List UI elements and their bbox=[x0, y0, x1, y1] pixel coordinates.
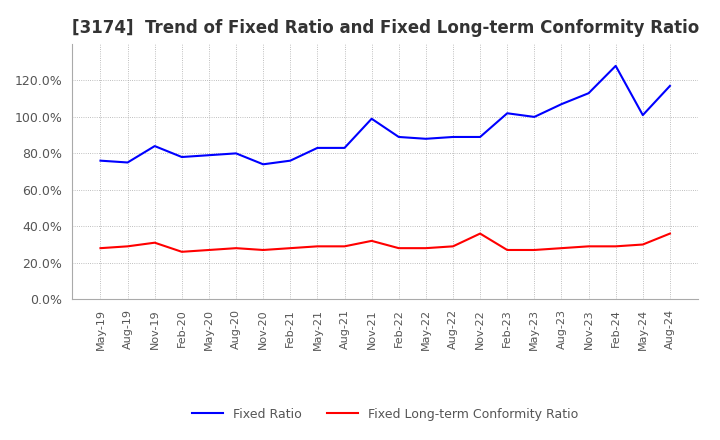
Fixed Ratio bbox=[584, 91, 593, 96]
Fixed Long-term Conformity Ratio bbox=[503, 247, 511, 253]
Fixed Ratio bbox=[341, 145, 349, 150]
Fixed Long-term Conformity Ratio bbox=[421, 246, 430, 251]
Fixed Long-term Conformity Ratio bbox=[232, 246, 240, 251]
Fixed Ratio bbox=[123, 160, 132, 165]
Fixed Ratio bbox=[367, 116, 376, 121]
Fixed Ratio bbox=[503, 110, 511, 116]
Fixed Ratio bbox=[96, 158, 105, 163]
Fixed Ratio bbox=[665, 83, 674, 88]
Legend: Fixed Ratio, Fixed Long-term Conformity Ratio: Fixed Ratio, Fixed Long-term Conformity … bbox=[187, 403, 583, 425]
Fixed Long-term Conformity Ratio bbox=[639, 242, 647, 247]
Fixed Long-term Conformity Ratio bbox=[367, 238, 376, 243]
Fixed Long-term Conformity Ratio bbox=[557, 246, 566, 251]
Fixed Ratio bbox=[639, 113, 647, 118]
Fixed Ratio bbox=[313, 145, 322, 150]
Fixed Long-term Conformity Ratio bbox=[665, 231, 674, 236]
Fixed Long-term Conformity Ratio bbox=[286, 246, 294, 251]
Fixed Ratio bbox=[611, 63, 620, 69]
Fixed Ratio bbox=[178, 154, 186, 160]
Fixed Long-term Conformity Ratio bbox=[259, 247, 268, 253]
Fixed Long-term Conformity Ratio bbox=[476, 231, 485, 236]
Fixed Long-term Conformity Ratio bbox=[204, 247, 213, 253]
Line: Fixed Ratio: Fixed Ratio bbox=[101, 66, 670, 164]
Fixed Ratio bbox=[557, 102, 566, 107]
Title: [3174]  Trend of Fixed Ratio and Fixed Long-term Conformity Ratio: [3174] Trend of Fixed Ratio and Fixed Lo… bbox=[71, 19, 699, 37]
Fixed Ratio bbox=[421, 136, 430, 141]
Fixed Long-term Conformity Ratio bbox=[150, 240, 159, 246]
Fixed Ratio bbox=[449, 134, 457, 139]
Fixed Long-term Conformity Ratio bbox=[96, 246, 105, 251]
Fixed Long-term Conformity Ratio bbox=[530, 247, 539, 253]
Fixed Ratio bbox=[259, 161, 268, 167]
Fixed Long-term Conformity Ratio bbox=[313, 244, 322, 249]
Fixed Ratio bbox=[150, 143, 159, 149]
Fixed Long-term Conformity Ratio bbox=[123, 244, 132, 249]
Fixed Ratio bbox=[395, 134, 403, 139]
Fixed Long-term Conformity Ratio bbox=[178, 249, 186, 254]
Fixed Ratio bbox=[204, 153, 213, 158]
Fixed Long-term Conformity Ratio bbox=[611, 244, 620, 249]
Fixed Ratio bbox=[232, 151, 240, 156]
Line: Fixed Long-term Conformity Ratio: Fixed Long-term Conformity Ratio bbox=[101, 234, 670, 252]
Fixed Long-term Conformity Ratio bbox=[449, 244, 457, 249]
Fixed Long-term Conformity Ratio bbox=[584, 244, 593, 249]
Fixed Long-term Conformity Ratio bbox=[341, 244, 349, 249]
Fixed Ratio bbox=[530, 114, 539, 120]
Fixed Ratio bbox=[476, 134, 485, 139]
Fixed Long-term Conformity Ratio bbox=[395, 246, 403, 251]
Fixed Ratio bbox=[286, 158, 294, 163]
